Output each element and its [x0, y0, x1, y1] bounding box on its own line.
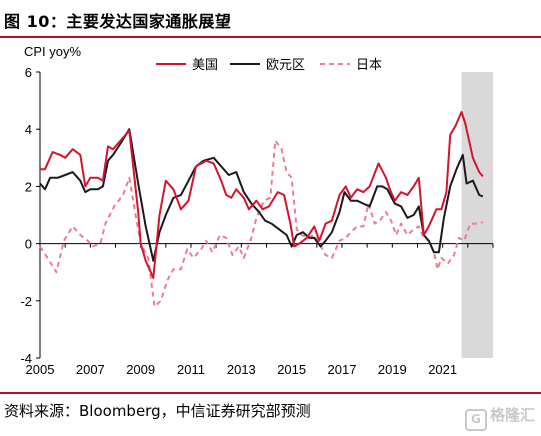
legend-label: 日本: [356, 58, 382, 73]
y-tick-label: 2: [25, 179, 32, 194]
y-tick-label: 4: [25, 122, 32, 137]
source-note: 资料来源：Bloomberg，中信证券研究部预测: [4, 402, 311, 420]
footer-divider: [0, 392, 541, 394]
series-line-japan: [39, 139, 484, 308]
x-tick-label: 2015: [277, 362, 306, 377]
x-tick-label: 2007: [76, 362, 105, 377]
y-tick-label: 0: [25, 237, 32, 252]
y-tick-label: 6: [25, 65, 32, 80]
legend-label: 美国: [192, 58, 218, 73]
title-divider: [0, 36, 541, 38]
forecast-band-layer: [461, 72, 493, 358]
legend: 美国 欧元区 日本: [156, 58, 382, 73]
watermark-logo-icon: G: [464, 409, 487, 431]
y-tick-label: -4: [20, 351, 32, 366]
series-line-eurozone: [39, 128, 484, 262]
x-tick-label: 2013: [227, 362, 256, 377]
legend-label: 欧元区: [266, 58, 305, 73]
series-layer: [39, 111, 484, 308]
x-tick-label: 2011: [177, 362, 205, 377]
forecast-band: [461, 72, 493, 358]
x-tick-label: 2021: [428, 362, 457, 377]
x-tick-label: 2019: [378, 362, 407, 377]
series-line-us: [40, 111, 484, 279]
watermark: G 格隆汇: [464, 404, 535, 431]
chart-title: 图 10：主要发达国家通胀展望: [4, 12, 232, 31]
watermark-text: 格隆汇: [489, 406, 535, 424]
y-tick-label: -2: [20, 294, 32, 309]
x-tick-label: 2005: [26, 362, 55, 377]
x-tick-label: 2017: [328, 362, 357, 377]
y-axis-label: CPI yoy%: [24, 44, 82, 59]
x-tick-label: 2009: [126, 362, 155, 377]
